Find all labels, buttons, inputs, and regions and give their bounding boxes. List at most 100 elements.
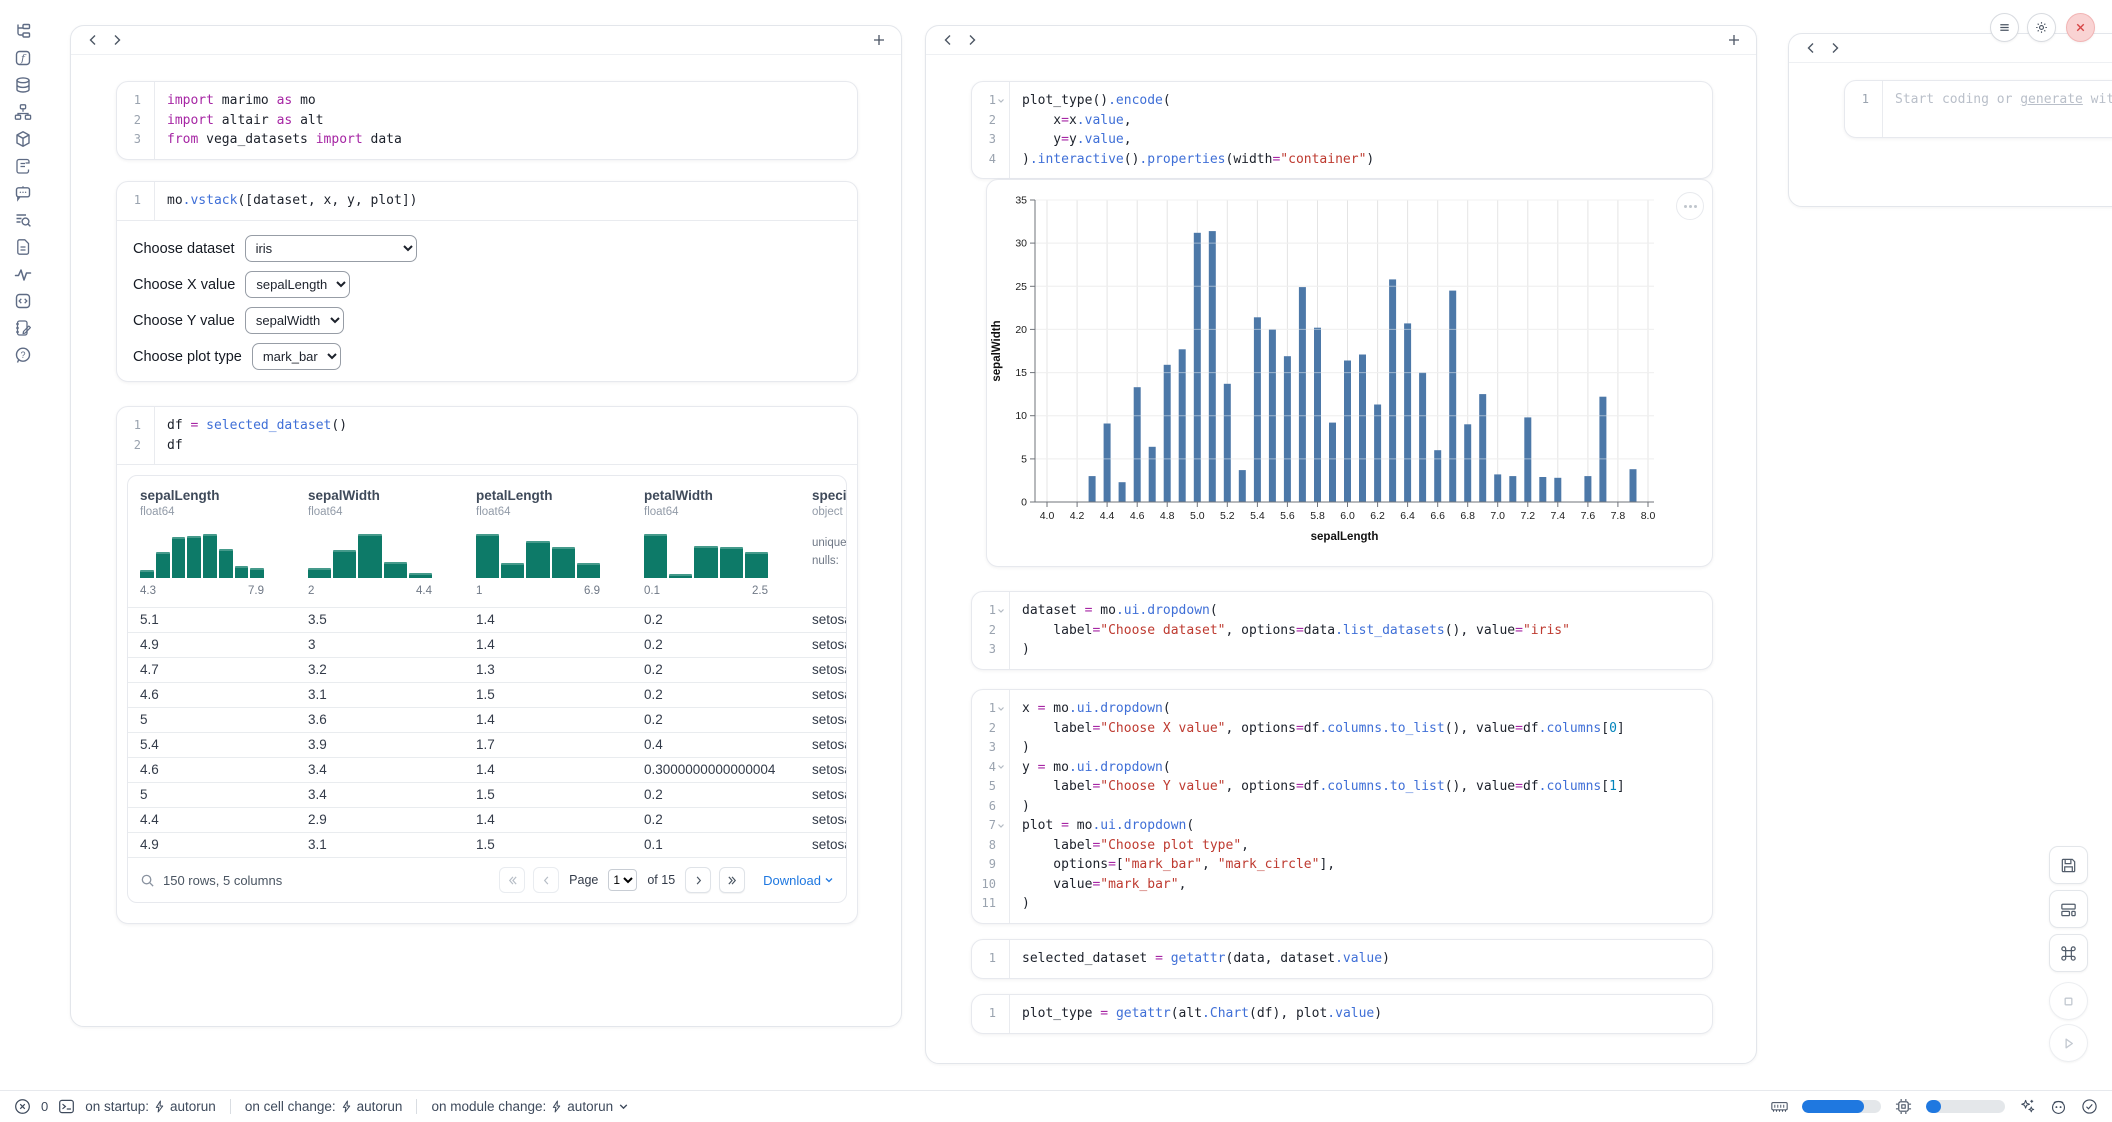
search-icon[interactable]: [140, 873, 155, 888]
code-editor[interactable]: 1234plot_type().encode( x=x.value, y=y.v…: [972, 82, 1712, 178]
column-histogram: [140, 530, 264, 578]
document-icon[interactable]: [10, 238, 36, 256]
cell-imports[interactable]: 123import marimo as moimport altair as a…: [116, 81, 858, 160]
next-page-button[interactable]: [685, 867, 711, 893]
terminal-button[interactable]: [58, 1098, 75, 1115]
keyboard-shortcuts-button[interactable]: [2049, 934, 2088, 972]
package-icon[interactable]: [10, 130, 36, 148]
table-row[interactable]: 4.931.40.2setosa: [128, 632, 846, 657]
dataframe-table: sepalLengthfloat644.37.9sepalWidthfloat6…: [127, 475, 847, 903]
x-select[interactable]: sepalLength: [245, 271, 350, 298]
table-row[interactable]: 4.73.21.30.2setosa: [128, 657, 846, 682]
y-select[interactable]: sepalWidth: [245, 307, 344, 334]
column-header-species[interactable]: speciesobjectunique:nulls:: [800, 476, 847, 607]
layout-button[interactable]: [2049, 890, 2088, 928]
column-header-sepalWidth[interactable]: sepalWidthfloat6424.4: [296, 476, 464, 607]
hierarchy-icon[interactable]: [10, 103, 36, 121]
logs-icon[interactable]: [10, 211, 36, 229]
scratchpad-icon[interactable]: [10, 319, 36, 337]
copilot-button[interactable]: [2050, 1098, 2067, 1115]
cell-dataframe[interactable]: 12df = selected_dataset()df sepalLengthf…: [116, 406, 858, 924]
page-select[interactable]: 1: [608, 869, 637, 891]
code-editor[interactable]: 1selected_dataset = getattr(data, datase…: [972, 940, 1712, 978]
column-next-button[interactable]: [960, 28, 984, 52]
code-editor[interactable]: 1mo.vstack([dataset, x, y, plot]): [117, 182, 857, 220]
table-row[interactable]: 4.63.11.50.2setosa: [128, 682, 846, 707]
menu-button[interactable]: [1990, 13, 2019, 42]
table-row[interactable]: 4.42.91.40.2setosa: [128, 807, 846, 832]
cell-plot-type[interactable]: 1plot_type = getattr(alt.Chart(df), plot…: [971, 994, 1713, 1034]
fold-toggle-icon[interactable]: [996, 762, 1006, 772]
last-page-button[interactable]: [719, 867, 745, 893]
table-row[interactable]: 53.61.40.2setosa: [128, 707, 846, 732]
column-next-button[interactable]: [1823, 36, 1847, 60]
table-row[interactable]: 4.63.41.40.3000000000000004setosa: [128, 757, 846, 782]
shutdown-button[interactable]: [2066, 13, 2095, 42]
table-cell: 1.5: [464, 683, 632, 707]
save-button[interactable]: [2049, 846, 2088, 884]
code-editor[interactable]: 1234567891011x = mo.ui.dropdown( label="…: [972, 690, 1712, 923]
cell-selected-dataset[interactable]: 1selected_dataset = getattr(data, datase…: [971, 939, 1713, 979]
run-button[interactable]: [2049, 1024, 2088, 1062]
error-count-button[interactable]: [14, 1098, 31, 1115]
table-row[interactable]: 5.43.91.70.4setosa: [128, 732, 846, 757]
download-button[interactable]: Download: [763, 873, 834, 888]
column-prev-button[interactable]: [81, 28, 105, 52]
on-startup-setting[interactable]: on startup: autorun: [85, 1099, 216, 1114]
code-editor[interactable]: 12df = selected_dataset()df: [117, 407, 857, 464]
activity-icon[interactable]: [10, 265, 36, 283]
ai-sparkles-button[interactable]: [2019, 1098, 2036, 1115]
column-header-petalWidth[interactable]: petalWidthfloat640.12.5: [632, 476, 800, 607]
column-prev-button[interactable]: [936, 28, 960, 52]
cell-dataset-dropdown[interactable]: 123dataset = mo.ui.dropdown( label="Choo…: [971, 591, 1713, 670]
prev-page-button[interactable]: [533, 867, 559, 893]
table-row[interactable]: 4.93.11.50.1setosa: [128, 832, 846, 857]
cell-xy-plot-dropdowns[interactable]: 1234567891011x = mo.ui.dropdown( label="…: [971, 689, 1713, 924]
fold-toggle-icon[interactable]: [996, 821, 1006, 831]
stop-button[interactable]: [2049, 982, 2088, 1020]
fold-toggle-icon[interactable]: [996, 96, 1006, 106]
table-cell: 5.1: [128, 608, 296, 632]
column-prev-button[interactable]: [1799, 36, 1823, 60]
code-editor[interactable]: 123import marimo as moimport altair as a…: [117, 82, 857, 159]
code-editor[interactable]: 123dataset = mo.ui.dropdown( label="Choo…: [972, 592, 1712, 669]
settings-button[interactable]: [2027, 13, 2056, 42]
fold-toggle-icon[interactable]: [996, 704, 1006, 714]
file-tree-icon[interactable]: [10, 22, 36, 40]
copilot-icon: [2050, 1098, 2067, 1115]
generate-link[interactable]: generate: [2020, 92, 2083, 107]
on-module-change-setting[interactable]: on module change: autorun: [431, 1099, 629, 1114]
table-cell: setosa: [800, 608, 847, 632]
chart-output[interactable]: 4.04.24.44.64.85.05.25.45.65.86.06.26.46…: [986, 179, 1713, 567]
snippets-icon[interactable]: [10, 292, 36, 310]
table-cell: setosa: [800, 683, 847, 707]
add-cell-button[interactable]: [867, 28, 891, 52]
column-header-sepalLength[interactable]: sepalLengthfloat644.37.9: [128, 476, 296, 607]
function-icon[interactable]: f: [10, 49, 36, 67]
table-row[interactable]: 53.41.50.2setosa: [128, 782, 846, 807]
column-next-button[interactable]: [105, 28, 129, 52]
connection-status-button[interactable]: [2081, 1098, 2098, 1115]
chat-icon[interactable]: [10, 184, 36, 202]
code-editor[interactable]: 1plot_type = getattr(alt.Chart(df), plot…: [972, 995, 1712, 1033]
script-icon[interactable]: [10, 157, 36, 175]
on-cell-change-setting[interactable]: on cell change: autorun: [245, 1099, 403, 1114]
first-page-button[interactable]: [499, 867, 525, 893]
column-header-petalLength[interactable]: petalLengthfloat6416.9: [464, 476, 632, 607]
help-icon[interactable]: ?: [10, 346, 36, 364]
database-icon[interactable]: [10, 76, 36, 94]
bolt-icon: [154, 1100, 165, 1113]
cell-empty[interactable]: 1 Start coding or generate with AI: [1844, 80, 2112, 138]
cell-chart-code[interactable]: 1234plot_type().encode( x=x.value, y=y.v…: [971, 81, 1713, 179]
sepal-bar-chart[interactable]: 4.04.24.44.64.85.05.25.45.65.86.06.26.46…: [987, 180, 1712, 569]
cell-vstack[interactable]: 1mo.vstack([dataset, x, y, plot]) Choose…: [116, 181, 858, 382]
plot-type-select[interactable]: mark_bar: [252, 343, 341, 370]
fold-toggle-icon[interactable]: [996, 606, 1006, 616]
gear-icon: [2035, 21, 2048, 34]
add-cell-button[interactable]: [1722, 28, 1746, 52]
chart-menu-button[interactable]: [1676, 192, 1704, 220]
editor-placeholder[interactable]: Start coding or generate with AI: [1883, 81, 2112, 137]
svg-text:0: 0: [1021, 497, 1027, 509]
dataset-select[interactable]: iris: [245, 235, 417, 262]
table-row[interactable]: 5.13.51.40.2setosa: [128, 607, 846, 632]
